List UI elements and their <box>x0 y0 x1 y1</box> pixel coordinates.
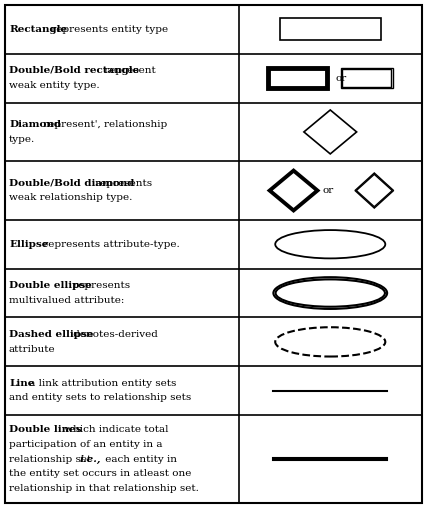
Text: the entity set occurs in atleast one: the entity set occurs in atleast one <box>9 469 191 478</box>
Text: a link attribution entity sets: a link attribution entity sets <box>26 379 176 388</box>
Text: denotes-derived: denotes-derived <box>70 330 158 339</box>
Text: represents entity type: represents entity type <box>48 25 168 34</box>
Text: relationship in that relationship set.: relationship in that relationship set. <box>9 484 199 493</box>
Bar <box>279 18 380 41</box>
Text: and entity sets to relationship sets: and entity sets to relationship sets <box>9 394 191 402</box>
Text: type.: type. <box>9 135 35 144</box>
Text: multivalued attribute:: multivalued attribute: <box>9 296 124 305</box>
Text: weak entity type.: weak entity type. <box>9 81 99 90</box>
Text: represents: represents <box>70 281 130 290</box>
Text: Dashed ellipse: Dashed ellipse <box>9 330 93 339</box>
Text: relationship set: relationship set <box>9 455 94 464</box>
Text: weak relationship type.: weak relationship type. <box>9 194 132 202</box>
Text: represent', relationship: represent', relationship <box>40 120 167 129</box>
Bar <box>342 69 391 87</box>
Bar <box>340 68 392 88</box>
Text: i.e.,: i.e., <box>80 455 101 464</box>
Text: each entity in: each entity in <box>101 455 176 464</box>
Text: Double/Bold rectangle: Double/Bold rectangle <box>9 67 139 76</box>
Text: or: or <box>335 74 346 83</box>
Text: or: or <box>322 186 334 195</box>
Text: Diamond: Diamond <box>9 120 61 129</box>
Text: Ellipse: Ellipse <box>9 240 48 249</box>
Text: Line: Line <box>9 379 35 388</box>
Text: represents: represents <box>92 179 152 188</box>
Text: Double lines: Double lines <box>9 425 81 434</box>
Text: Double ellipse: Double ellipse <box>9 281 92 290</box>
Text: which indicate total: which indicate total <box>61 425 169 434</box>
Text: represents attribute-type.: represents attribute-type. <box>40 240 179 249</box>
Text: Rectangle: Rectangle <box>9 25 67 34</box>
Text: attribute: attribute <box>9 344 55 354</box>
Text: Double/Bold diamond: Double/Bold diamond <box>9 179 134 188</box>
Text: participation of an entity in a: participation of an entity in a <box>9 440 162 449</box>
Text: represent: represent <box>101 67 155 76</box>
Bar <box>267 68 326 88</box>
